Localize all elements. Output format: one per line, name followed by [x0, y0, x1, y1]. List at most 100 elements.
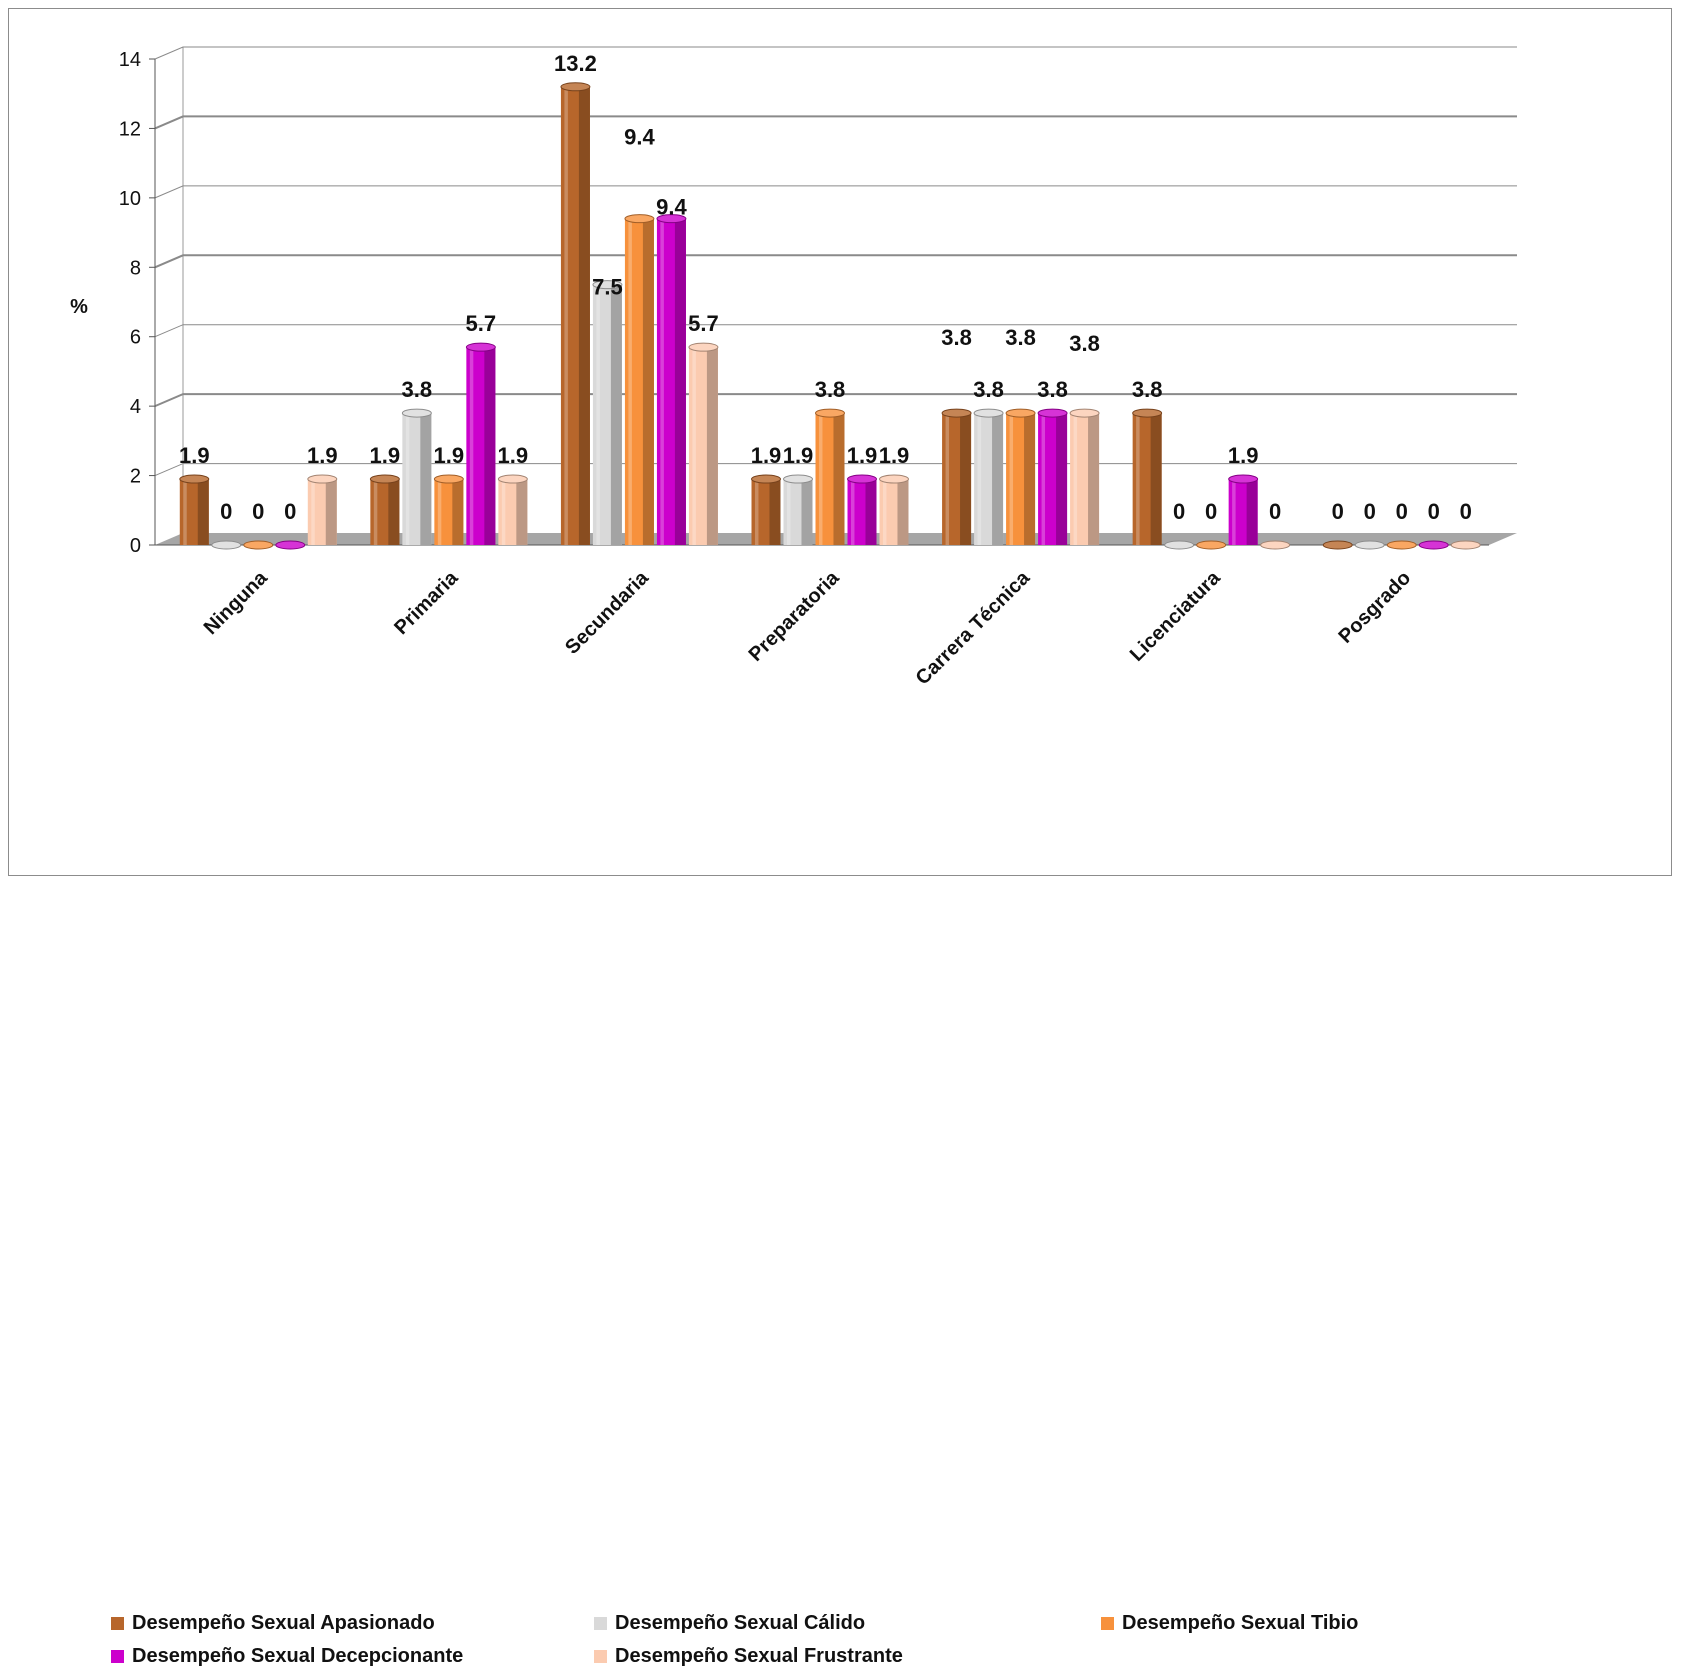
bar-highlight — [977, 413, 982, 545]
chart-frame: 0 2 4 6 8 10 12 14% 1.9 0 0 0 1.9 1.9 3.8 1.9 5.7 1.9 13.… — [8, 8, 1672, 1667]
bar — [751, 474, 781, 545]
data-label: 0 — [1460, 499, 1472, 524]
gridline — [154, 46, 1517, 60]
data-label: 0 — [1269, 499, 1281, 524]
bar-cap — [401, 408, 432, 418]
bar — [275, 540, 306, 550]
legend-item: Desempeño Sexual Frustrante — [594, 1645, 903, 1668]
legend-label: Desempeño Sexual Apasionado — [132, 1612, 435, 1634]
bar — [847, 474, 877, 545]
bar-cap — [433, 474, 464, 484]
bar-shade — [706, 347, 718, 545]
bar — [401, 408, 432, 545]
bar-highlight — [437, 479, 442, 545]
bar — [369, 474, 400, 545]
bar-cap — [1418, 540, 1449, 550]
data-label: 1.9 — [498, 443, 529, 468]
data-label: 0 — [1364, 499, 1376, 524]
data-label: 0 — [284, 499, 296, 524]
bar-cap — [973, 408, 1004, 418]
gridline — [154, 393, 1517, 408]
bar-highlight — [754, 479, 759, 545]
data-label: 1.9 — [783, 443, 814, 468]
data-labels: 1.90 0 01.9 1.93.81.95.71.913.27.59.49.45.7… — [179, 51, 1472, 524]
bar-cap — [688, 342, 719, 352]
gridlines — [154, 46, 1517, 477]
bar — [1322, 540, 1353, 550]
data-label: 3.8 — [1069, 331, 1100, 356]
data-label: 7.5 — [592, 275, 623, 300]
data-label: 0 — [1205, 499, 1217, 524]
bar-cap — [1132, 408, 1163, 418]
data-label: 0 — [1396, 499, 1408, 524]
bar-shade — [1024, 413, 1036, 545]
bar — [1164, 540, 1195, 550]
bar-shade — [420, 413, 432, 545]
bar-highlight — [786, 479, 791, 545]
bar-highlight — [1041, 413, 1046, 545]
y-tick-label: 12 — [119, 118, 141, 140]
y-tick-label: 4 — [130, 396, 141, 418]
category-label: Preparatoria — [745, 566, 844, 665]
bar — [688, 342, 719, 545]
bar — [465, 342, 496, 545]
data-label: 0 — [1332, 499, 1344, 524]
bar-highlight — [1073, 413, 1078, 545]
bar — [1037, 408, 1068, 545]
bar-cap — [1450, 540, 1481, 550]
bar — [307, 474, 338, 545]
legend-swatch — [1101, 1617, 1114, 1630]
bar — [624, 214, 655, 545]
bar-shade — [674, 218, 686, 545]
gridline — [154, 185, 1517, 199]
bar-cap — [275, 540, 306, 550]
bar-highlight — [501, 479, 506, 545]
bar — [1260, 540, 1291, 550]
bar-highlight — [596, 284, 600, 545]
bar — [656, 214, 687, 545]
y-tick-label: 6 — [130, 327, 141, 349]
bar-cap — [879, 474, 909, 484]
legend-item: Desempeño Sexual Cálido — [594, 1612, 865, 1635]
category-labels: Ninguna Primaria Secundaria Preparatoria Car… — [200, 566, 1416, 689]
bar-highlight — [628, 218, 632, 545]
gridline — [154, 115, 1517, 130]
bar-shade — [325, 479, 337, 545]
bar-highlight — [660, 218, 664, 545]
bar-cap — [815, 408, 845, 418]
bar-cap — [1260, 540, 1291, 550]
data-label: 5.7 — [688, 311, 719, 336]
data-label: 1.9 — [179, 443, 210, 468]
bar — [592, 280, 623, 545]
bar-shade — [1056, 413, 1068, 545]
legend-swatch — [111, 1617, 124, 1630]
bar — [243, 540, 274, 550]
data-label: 0 — [1173, 499, 1185, 524]
bar-cap — [624, 214, 655, 224]
legend-label: Desempeño Sexual Decepcionante — [132, 1645, 464, 1667]
y-tick-label: 10 — [119, 188, 141, 210]
data-label: 3.8 — [815, 377, 846, 402]
bar — [783, 474, 813, 545]
bar-shade — [197, 479, 209, 545]
bar-shade — [642, 218, 654, 545]
bar-shade — [1246, 479, 1258, 545]
bar-cap — [560, 82, 591, 92]
bar-cap — [1196, 540, 1227, 550]
data-label: 1.9 — [370, 443, 401, 468]
bar-shade — [388, 479, 400, 545]
bar-shade — [452, 479, 464, 545]
bar — [497, 474, 528, 545]
bar-highlight — [405, 413, 410, 545]
bar-shade — [484, 347, 496, 545]
bar — [179, 474, 210, 545]
bar — [1450, 540, 1481, 550]
data-label: 9.4 — [624, 125, 655, 150]
data-label: 9.4 — [656, 195, 687, 220]
bar-highlight — [818, 413, 823, 545]
data-label: 0 — [1428, 499, 1440, 524]
bar-cap — [751, 474, 781, 484]
bar-shade — [897, 479, 909, 545]
bar-cap — [1386, 540, 1417, 550]
bar — [433, 474, 464, 545]
